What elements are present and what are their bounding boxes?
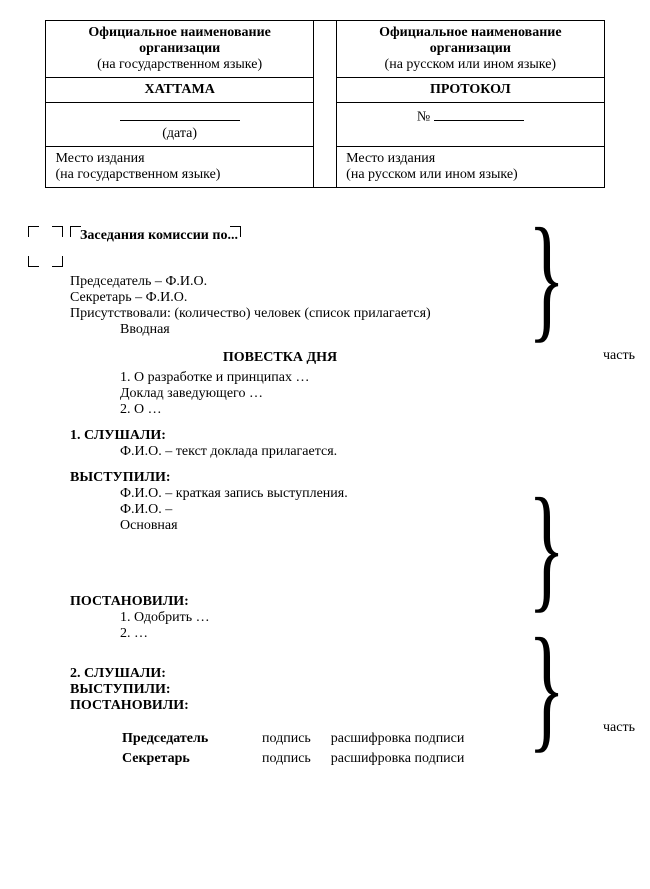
header-table: Официальное наименование организации (на… xyxy=(45,20,605,188)
hdr-left-place: Место издания (на государственном языке) xyxy=(46,146,314,187)
date-blank xyxy=(120,107,240,121)
left-place2: (на государственном языке) xyxy=(56,167,221,182)
hdr-left-date: (дата) xyxy=(46,103,314,147)
part-label-1: часть xyxy=(603,348,635,364)
hdr-right-place: Место издания (на русском или ином языке… xyxy=(336,146,604,187)
right-org-title: Официальное наименование организации xyxy=(379,25,561,56)
part-label-2: часть xyxy=(603,720,635,736)
num-prefix: № xyxy=(417,110,430,125)
left-doc-word: ХАТТАМА xyxy=(144,82,214,97)
hdr-left-docword: ХАТТАМА xyxy=(46,78,314,103)
hdr-gap4 xyxy=(314,146,336,187)
sig-role-2: Секретарь xyxy=(122,750,260,768)
sig-decode-1: расшифровка подписи xyxy=(331,730,483,748)
sig-sign-1: подпись xyxy=(262,730,329,748)
hdr-right-num: № xyxy=(336,103,604,147)
document-body: } часть Заседания комиссии по... Председ… xyxy=(70,228,630,770)
sig-decode-2: расшифровка подписи xyxy=(331,750,483,768)
signature-block: Председатель подпись расшифровка подписи… xyxy=(120,728,484,770)
listened-1: 1. СЛУШАЛИ: xyxy=(70,428,630,444)
agenda-item-2: 2. О … xyxy=(120,402,630,418)
agenda-heading: ПОВЕСТКА ДНЯ xyxy=(70,350,490,366)
brace-3: } xyxy=(528,618,565,758)
sig-sign-2: подпись xyxy=(262,750,329,768)
num-blank xyxy=(434,107,524,121)
hdr-gap3 xyxy=(314,103,336,147)
hdr-right-org: Официальное наименование организации (на… xyxy=(336,21,604,78)
listened-1-body: Ф.И.О. – текст доклада прилагается. xyxy=(70,444,630,460)
date-label: (дата) xyxy=(162,126,197,141)
right-doc-word: ПРОТОКОЛ xyxy=(430,82,511,97)
right-place1: Место издания xyxy=(346,151,435,166)
right-place2: (на русском или ином языке) xyxy=(346,167,518,182)
hdr-gap xyxy=(314,21,336,78)
agenda-item-1: 1. О разработке и принципах … xyxy=(120,370,630,386)
left-org-sub: (на государственном языке) xyxy=(97,57,262,72)
brace-2: } xyxy=(528,478,565,618)
brace-1: } xyxy=(528,208,565,348)
hdr-right-docword: ПРОТОКОЛ xyxy=(336,78,604,103)
left-place1: Место издания xyxy=(56,151,145,166)
left-org-title: Официальное наименование организации xyxy=(88,25,270,56)
sig-role-1: Председатель xyxy=(122,730,260,748)
agenda-item-1b: Доклад заведующего … xyxy=(120,386,630,402)
hdr-left-org: Официальное наименование организации (на… xyxy=(46,21,314,78)
hdr-gap2 xyxy=(314,78,336,103)
right-org-sub: (на русском или ином языке) xyxy=(385,57,557,72)
